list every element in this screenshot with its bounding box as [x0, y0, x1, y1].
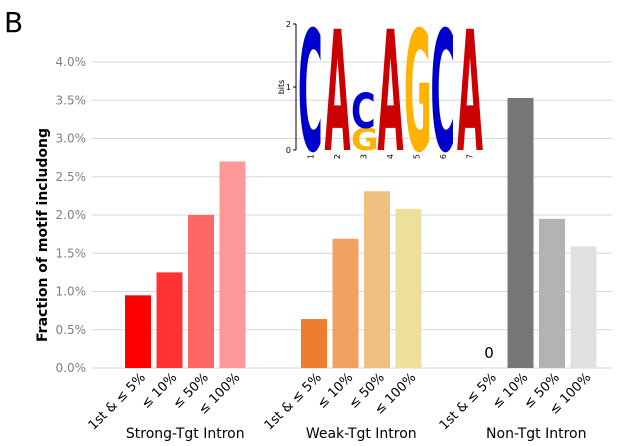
logo-position-label: 6: [439, 154, 448, 159]
group-label: Non-Tgt Intron: [486, 426, 586, 442]
y-tick-label: 3.0%: [56, 132, 87, 146]
group-label: Strong-Tgt Intron: [126, 426, 245, 442]
group-labels: Strong-Tgt Intron Weak-Tgt Intron Non-Tgt …: [126, 426, 587, 442]
bar-2-3: [364, 191, 390, 368]
y-tick-label: 3.5%: [56, 93, 87, 107]
group-label: Weak-Tgt Intron: [306, 426, 417, 442]
y-axis: 0.0% 0.5% 1.0% 1.5% 2.0% 2.5% 3.0% 3.5% 4.0%: [56, 55, 87, 375]
logo-letter: G: [404, 0, 432, 190]
bar-1-1: [125, 295, 151, 368]
logo-letter: A: [325, 0, 351, 190]
logo-letter: G: [351, 121, 379, 157]
logo-y-tick-label: 0: [286, 146, 291, 155]
logo-letter: A: [378, 0, 404, 190]
bar-3-4: [570, 246, 597, 368]
bar-2-2: [332, 238, 359, 368]
logo-y-axis-title: bits: [277, 80, 286, 95]
zero-value-label: 0: [484, 344, 494, 362]
logo-position-label: 2: [333, 154, 342, 159]
bar-1-2: [156, 272, 183, 368]
x-tick-labels: 1st & ≤ 5%≤ 10%≤ 50%≤ 100% 1st & ≤ 5%≤ 10…: [86, 370, 595, 433]
bar-3-3: [539, 218, 565, 368]
bar-1-3: [188, 215, 214, 368]
y-tick-label: 0.0%: [56, 361, 87, 375]
logo-letter: C: [351, 83, 376, 140]
logo-position-label: 3: [359, 154, 368, 159]
y-tick-label: 4.0%: [56, 55, 87, 69]
logo-position-label: 5: [412, 154, 421, 159]
logo-y-tick-label: 2: [286, 20, 291, 29]
y-tick-label: 0.5%: [56, 323, 87, 337]
y-tick-label: 2.5%: [56, 170, 87, 184]
bar-3-2: [507, 97, 534, 368]
bar-1-4: [219, 161, 246, 368]
bar-series: 0: [125, 97, 597, 368]
y-axis-title: Fraction of motif includong: [35, 128, 51, 342]
logo-y-tick-label: 1: [286, 83, 291, 92]
logo-letter: C: [431, 0, 456, 190]
y-tick-label: 1.0%: [56, 285, 87, 299]
bar-2-1: [301, 319, 327, 368]
y-tick-label: 1.5%: [56, 246, 87, 260]
logo-letter: C: [298, 0, 323, 190]
logo-position-label: 4: [386, 154, 395, 159]
logo-position-label: 7: [465, 154, 474, 159]
bar-2-4: [395, 208, 422, 368]
logo-letter: A: [457, 0, 483, 190]
logo-position-label: 1: [306, 154, 315, 159]
panel-label: B: [4, 6, 23, 39]
y-tick-label: 2.0%: [56, 208, 87, 222]
